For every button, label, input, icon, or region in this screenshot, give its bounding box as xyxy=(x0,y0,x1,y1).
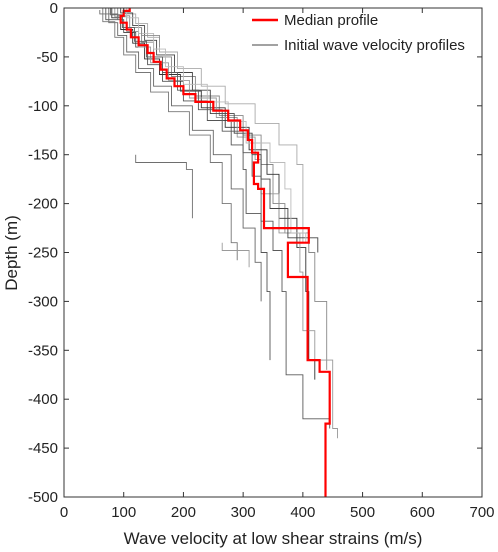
x-tick-label: 100 xyxy=(111,504,136,521)
median-profile-line xyxy=(119,8,331,497)
y-tick-label: -350 xyxy=(28,342,58,359)
x-tick-label: 200 xyxy=(171,504,196,521)
x-tick-label: 500 xyxy=(350,504,375,521)
legend: Median profile Initial wave velocity pro… xyxy=(252,12,465,54)
initial-profile-line xyxy=(99,10,119,20)
y-tick-label: -50 xyxy=(36,49,58,66)
x-tick-label: 700 xyxy=(469,504,494,521)
initial-profile-line xyxy=(102,8,238,261)
initial-profile-line xyxy=(123,8,304,243)
y-axis-label: Depth (m) xyxy=(2,215,21,291)
y-tick-label: -300 xyxy=(28,293,58,310)
initial-profile-line xyxy=(135,154,193,219)
initial-profile-line xyxy=(111,8,316,380)
initial-profile-line xyxy=(221,242,250,268)
y-tick-label: -150 xyxy=(28,147,58,164)
initial-profiles-group xyxy=(99,8,338,439)
initial-profile-line xyxy=(108,8,262,302)
x-tick-label: 400 xyxy=(290,504,315,521)
initial-profile-line xyxy=(105,8,271,361)
y-tick-label: 0 xyxy=(50,0,58,17)
x-tick-label: 300 xyxy=(231,504,256,521)
x-tick-label: 0 xyxy=(60,504,68,521)
y-tick-label: -450 xyxy=(28,440,58,457)
y-tick-label: -500 xyxy=(28,489,58,506)
initial-profile-line xyxy=(141,27,160,48)
initial-profile-line xyxy=(110,8,331,429)
y-tick-label: -100 xyxy=(28,98,58,115)
x-axis-label: Wave velocity at low shear strains (m/s) xyxy=(124,529,423,548)
plot-area-frame xyxy=(63,7,483,498)
axis-ticks: 0 100 200 300 400 500 600 700 0 -50 -100 -150 -200 -2… xyxy=(28,0,495,521)
y-tick-label: -200 xyxy=(28,196,58,213)
initial-profile-line xyxy=(126,8,307,243)
y-tick-label: -400 xyxy=(28,391,58,408)
legend-label-initial: Initial wave velocity profiles xyxy=(284,37,465,54)
y-tick-label: -250 xyxy=(28,245,58,262)
median-profile-group xyxy=(119,8,331,497)
x-tick-label: 600 xyxy=(410,504,435,521)
legend-label-median: Median profile xyxy=(284,12,378,29)
